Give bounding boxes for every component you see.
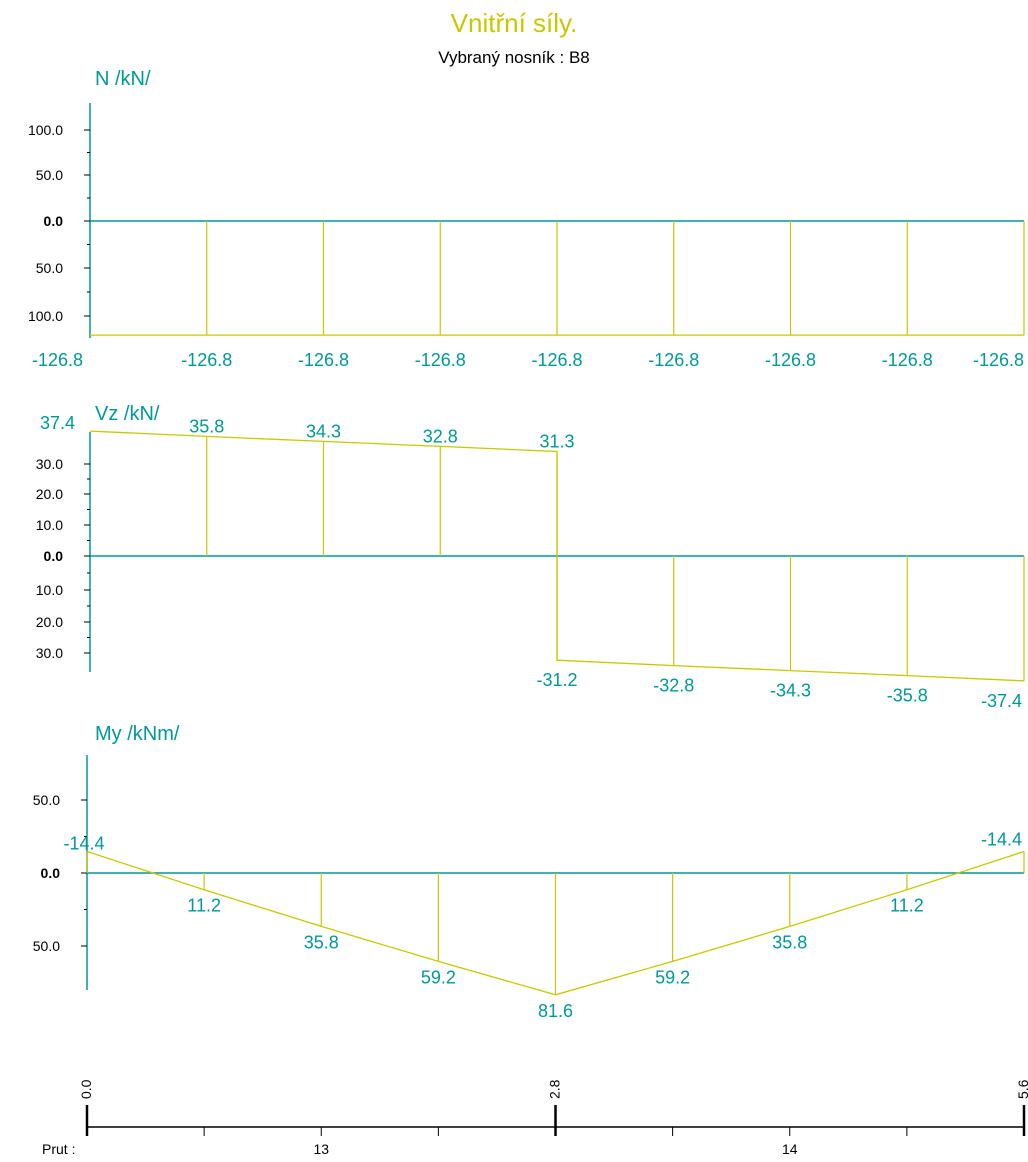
member-number: 14	[782, 1141, 798, 1157]
panel2-y-tick-label: 20.0	[36, 614, 63, 630]
panel3-value-label: 59.2	[655, 967, 690, 987]
panel3-value-label: 81.6	[538, 1001, 573, 1021]
panel1-value-label: -126.8	[181, 350, 232, 370]
panel1-value-label: -126.8	[531, 350, 582, 370]
panel3-value-label: -14.4	[63, 834, 104, 854]
panel3-value-label: 11.2	[187, 896, 221, 916]
selected-beam-label: Vybraný nosník : B8	[438, 48, 590, 67]
panel1-value-label: -126.8	[648, 350, 699, 370]
panel3-y-tick-label: 50.0	[33, 938, 60, 954]
panel2-value-label: 34.3	[306, 421, 341, 441]
diagram-title: Vnitřní síly.	[450, 8, 578, 38]
panel2-value-label: 32.8	[423, 426, 458, 446]
panel1-value-label: -126.8	[765, 350, 816, 370]
panel2-value-label: -37.4	[981, 691, 1022, 711]
panel2-value-label: -34.3	[770, 681, 811, 701]
panel1-y-tick-label: 50.0	[36, 167, 63, 183]
panel3-y-tick-label: 0.0	[41, 865, 61, 881]
panel1-y-tick-label: 0.0	[44, 213, 64, 229]
ruler-tick-label: 2.8	[547, 1079, 563, 1099]
panel1-y-tick-label: 100.0	[28, 308, 63, 324]
panel3-value-label: 35.8	[304, 932, 339, 952]
panel3-value-label: 11.2	[890, 896, 924, 916]
panel1-title: N /kN/	[95, 68, 151, 90]
panel1-value-label: -126.8	[882, 350, 933, 370]
panel1-value-label: -126.8	[298, 350, 349, 370]
panel2-value-label: 35.8	[189, 416, 224, 436]
ruler-tick-label: 5.6	[1015, 1079, 1028, 1099]
panel3-value-label: -14.4	[981, 830, 1022, 850]
panel1-y-tick-label: 100.0	[28, 122, 63, 138]
panel1-value-label: -126.8	[973, 350, 1024, 370]
panel3-value-label: 59.2	[421, 967, 456, 987]
panel3-y-tick-label: 50.0	[33, 792, 60, 808]
panel1-value-label: -126.8	[415, 350, 466, 370]
panel2-value-label: -32.8	[653, 676, 694, 696]
panel1-value-label: -126.8	[32, 350, 83, 370]
panel3-value-label: 35.8	[772, 932, 807, 952]
panel2-y-tick-label: 10.0	[36, 517, 63, 533]
panel3-title: My /kNm/	[95, 723, 180, 745]
panel2-y-tick-label: 10.0	[36, 582, 63, 598]
panel2-y-tick-label: 0.0	[44, 548, 64, 564]
panel2-value-label: -31.2	[536, 670, 577, 690]
member-number: 13	[313, 1141, 329, 1157]
panel2-y-tick-label: 30.0	[36, 456, 63, 472]
panel2-title: Vz /kN/	[95, 403, 160, 425]
panel1-y-tick-label: 50.0	[36, 260, 63, 276]
panel2-value-label: 37.4	[40, 413, 75, 433]
panel2-value-label: 31.3	[539, 431, 574, 451]
panel2-value-label: -35.8	[887, 686, 928, 706]
ruler-tick-label: 0.0	[78, 1079, 94, 1099]
panel3-series-line	[86, 850, 1025, 996]
panel2-series-line	[89, 430, 1025, 682]
panel2-y-tick-label: 30.0	[36, 645, 63, 661]
panel2-y-tick-label: 20.0	[36, 486, 63, 502]
member-label: Prut :	[42, 1141, 75, 1157]
